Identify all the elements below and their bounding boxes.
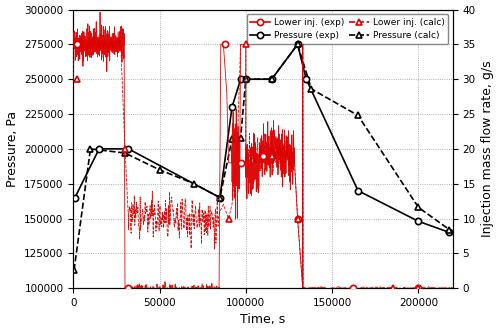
X-axis label: Time, s: Time, s: [240, 313, 286, 326]
Legend: Lower inj. (exp), Pressure (exp), Lower inj. (calc), Pressure (calc): Lower inj. (exp), Pressure (exp), Lower …: [246, 14, 448, 44]
Y-axis label: Pressure, Pa: Pressure, Pa: [6, 111, 18, 187]
Y-axis label: Injection mass flow rate, g/s: Injection mass flow rate, g/s: [482, 60, 494, 237]
